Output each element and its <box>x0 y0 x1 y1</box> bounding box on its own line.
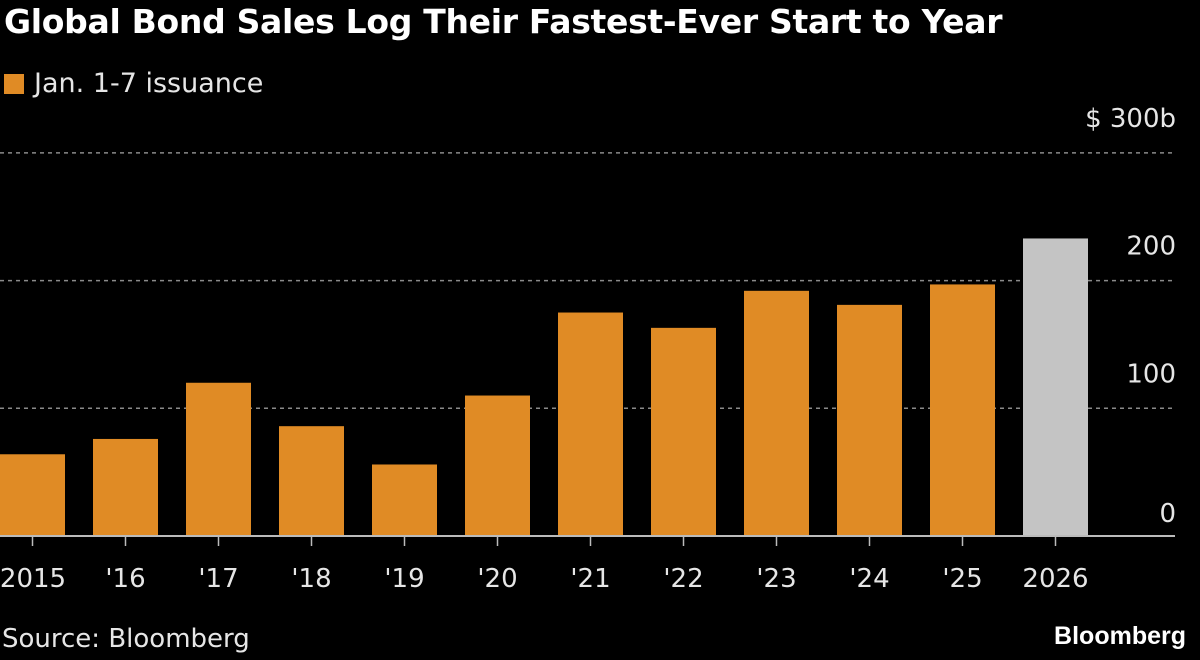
bar <box>465 395 530 536</box>
y-tick-label: 200 <box>1126 232 1176 262</box>
x-tick-label: '24 <box>849 564 889 594</box>
legend: Jan. 1-7 issuance <box>4 68 263 99</box>
bloomberg-logo: Bloomberg <box>1054 622 1186 650</box>
bar <box>837 304 902 536</box>
bar <box>93 438 158 536</box>
bar <box>372 464 437 536</box>
x-tick-label: '16 <box>105 564 145 594</box>
legend-label: Jan. 1-7 issuance <box>34 68 264 99</box>
chart-title: Global Bond Sales Log Their Fastest-Ever… <box>4 2 1003 41</box>
bar <box>1023 238 1088 537</box>
bar <box>0 454 65 536</box>
x-tick-label: '17 <box>198 564 238 594</box>
y-tick-label: $ 300b <box>1085 104 1176 134</box>
bar <box>930 284 995 536</box>
legend-swatch <box>4 73 24 94</box>
x-tick-label: '19 <box>384 564 424 594</box>
bar <box>558 312 623 536</box>
x-tick-label: '22 <box>663 564 703 594</box>
x-tick-label: '21 <box>570 564 610 594</box>
x-tick-label: 2026 <box>1022 564 1088 594</box>
bar <box>186 382 251 536</box>
x-tick-label: 2015 <box>0 564 66 594</box>
x-tick-label: '25 <box>942 564 982 594</box>
y-tick-label: 0 <box>1159 499 1176 529</box>
bar <box>651 327 716 536</box>
x-tick-label: '23 <box>756 564 796 594</box>
bar <box>279 426 344 536</box>
y-tick-label: 100 <box>1126 359 1176 389</box>
x-tick-label: '18 <box>291 564 331 594</box>
source-note: Source: Bloomberg <box>2 624 250 654</box>
x-tick-label: '20 <box>477 564 517 594</box>
bar <box>744 290 809 536</box>
